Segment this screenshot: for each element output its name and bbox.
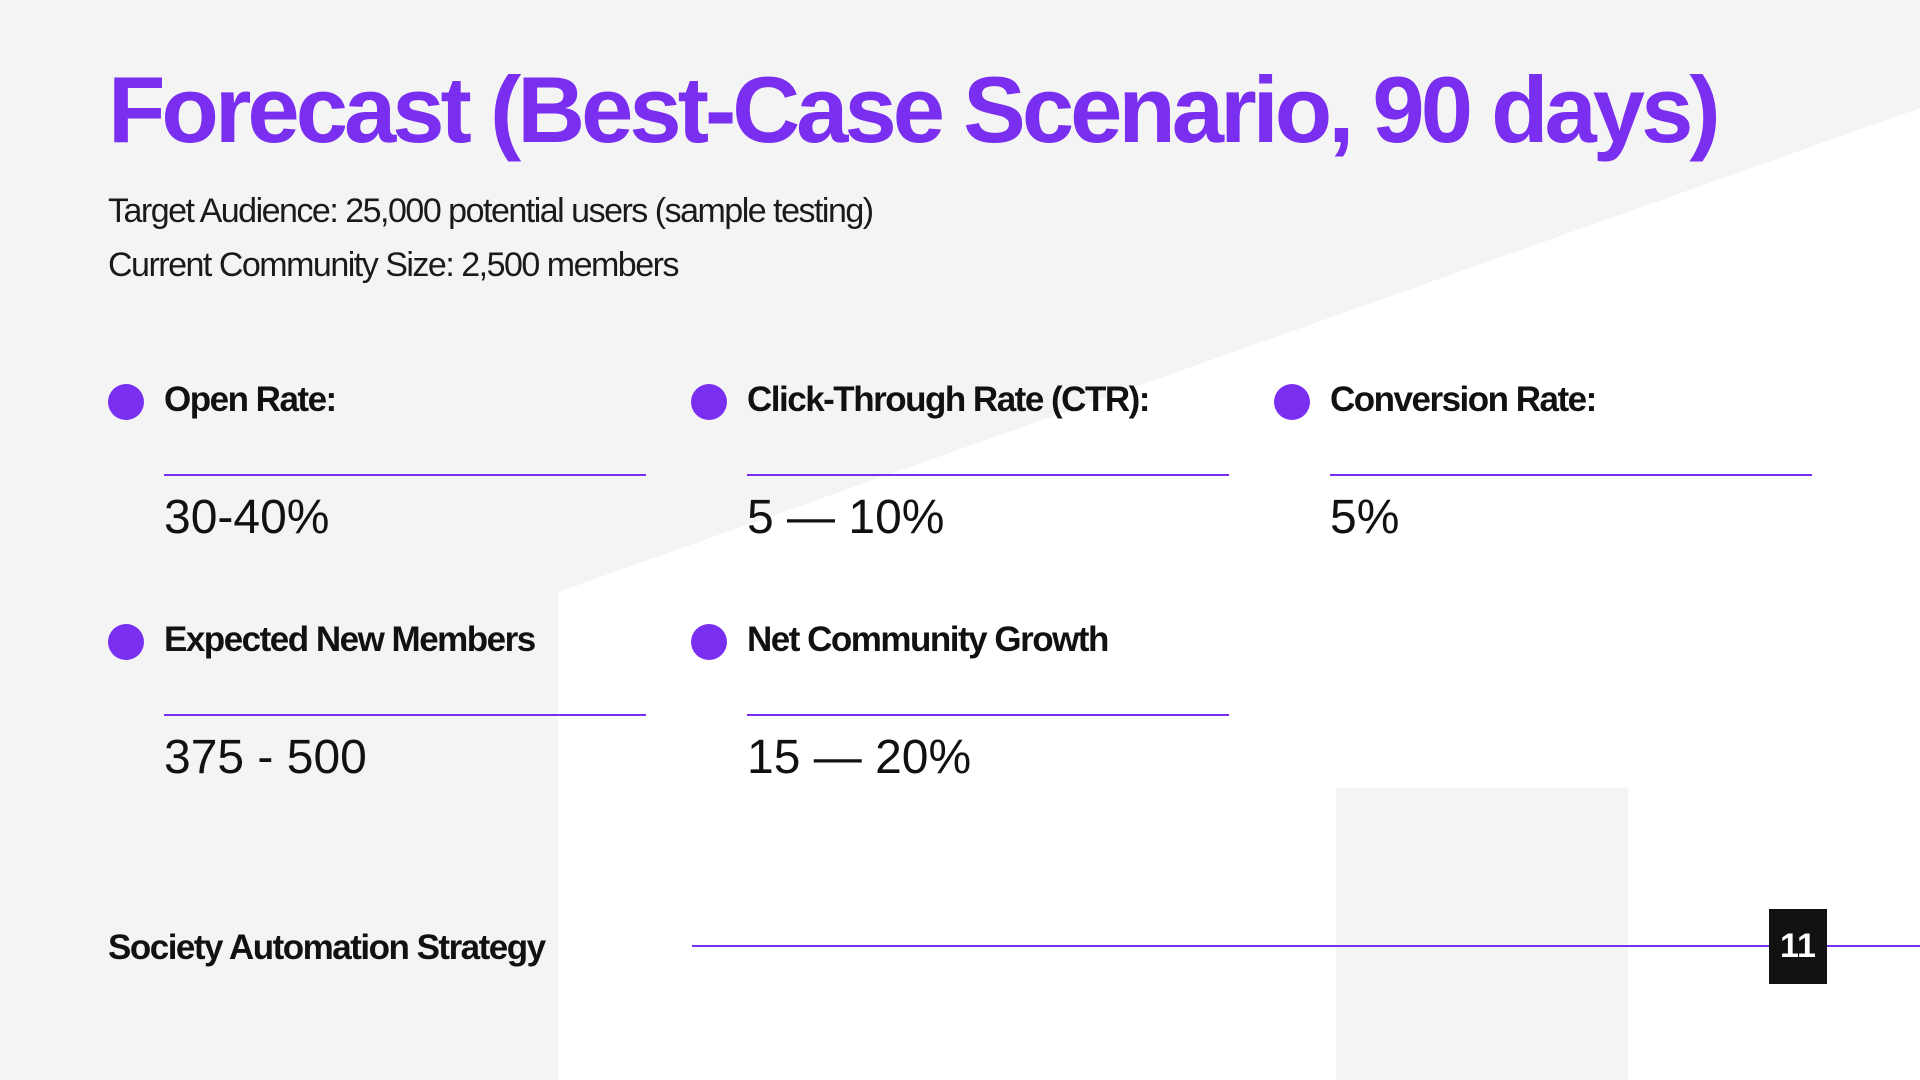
metric-value: 30-40% <box>164 491 330 544</box>
metric-divider <box>747 474 1229 476</box>
metric-label: Click-Through Rate (CTR): <box>747 380 1150 419</box>
metric-divider <box>164 714 646 716</box>
community-size-text: Current Community Size: 2,500 members <box>108 246 679 284</box>
metric-label: Net Community Growth <box>747 620 1109 659</box>
footer-title: Society Automation Strategy <box>108 928 546 967</box>
page-number: 11 <box>1769 909 1827 984</box>
metric-label: Open Rate: <box>164 380 337 419</box>
metric-value: 375 - 500 <box>164 731 367 784</box>
bullet-dot-icon <box>108 624 144 660</box>
slide-title: Forecast (Best-Case Scenario, 90 days) <box>108 57 1721 162</box>
bullet-dot-icon <box>108 384 144 420</box>
metric-divider <box>164 474 646 476</box>
bullet-dot-icon <box>691 384 727 420</box>
metric-value: 15 — 20% <box>747 731 972 784</box>
bullet-dot-icon <box>691 624 727 660</box>
metric-label: Expected New Members <box>164 620 536 659</box>
metric-value: 5 — 10% <box>747 491 945 544</box>
metric-label: Conversion Rate: <box>1330 380 1597 419</box>
bullet-dot-icon <box>1274 384 1310 420</box>
metric-divider <box>1330 474 1812 476</box>
target-audience-text: Target Audience: 25,000 potential users … <box>108 192 874 230</box>
metric-value: 5% <box>1330 491 1400 544</box>
metric-divider <box>747 714 1229 716</box>
footer-divider <box>692 945 1920 947</box>
